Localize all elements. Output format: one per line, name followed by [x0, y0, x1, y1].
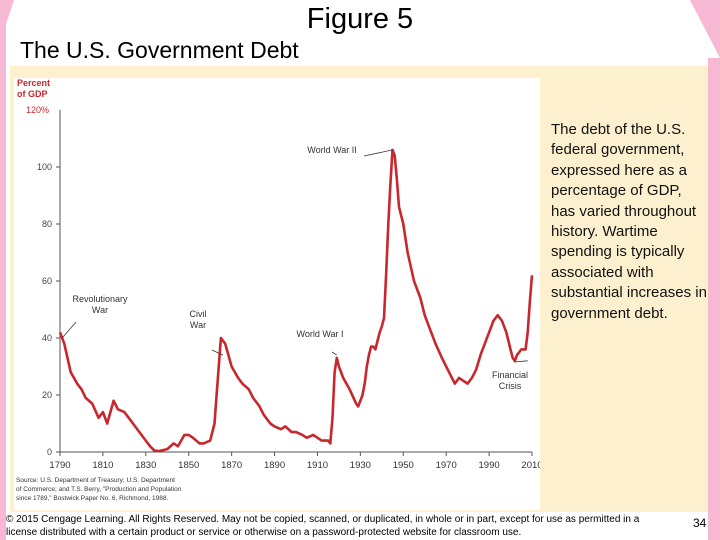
- annotation-label: Revolutionary: [72, 294, 128, 304]
- y-axis-title-line: of GDP: [17, 89, 48, 99]
- annotation-label: Civil: [190, 309, 207, 319]
- x-tick-label: 1910: [307, 460, 328, 471]
- slide-title: Figure 5: [306, 3, 414, 35]
- x-tick-label: 1790: [49, 460, 70, 471]
- x-tick-label: 1930: [350, 460, 371, 471]
- annotation-leader-line: [61, 321, 77, 339]
- annotation-leader-line: [363, 149, 393, 157]
- annotation-label: Financial: [492, 370, 528, 380]
- y-axis-title-line: Percent: [17, 78, 50, 88]
- annotation-label: War: [92, 305, 108, 315]
- annotation-leader-line: [513, 360, 528, 363]
- y-tick-label: 40: [42, 333, 52, 343]
- x-tick-label: 1850: [178, 460, 199, 471]
- source-note-line: since 1789," Bostwick Paper No. 6, Richm…: [16, 495, 168, 502]
- source-note-line: Source: U.S. Department of Treasury; U.S…: [16, 477, 175, 484]
- left-accent-bar: [0, 0, 6, 540]
- page-number: 34: [693, 516, 707, 530]
- annotation-label: World War I: [296, 329, 343, 339]
- y-tick-label: 60: [42, 276, 52, 286]
- x-tick-label: 2010: [521, 460, 540, 471]
- annotation-label: War: [190, 320, 206, 330]
- x-tick-label: 1950: [393, 460, 414, 471]
- copyright-footer: © 2015 Cengage Learning. All Rights Rese…: [6, 514, 640, 538]
- y-tick-label: 100: [37, 162, 52, 172]
- x-tick-label: 1990: [479, 460, 500, 471]
- y-tick-label: 80: [42, 219, 52, 229]
- x-tick-label: 1810: [92, 460, 113, 471]
- annotation-label: Crisis: [499, 381, 522, 391]
- debt-series-line: [58, 148, 534, 453]
- x-tick-label: 1830: [135, 460, 156, 471]
- x-tick-label: 1890: [264, 460, 285, 471]
- annotation-leader-line: [211, 349, 224, 356]
- y-tick-label: 0: [47, 447, 52, 457]
- x-tick-label: 1870: [221, 460, 242, 471]
- annotation-label: World War II: [307, 145, 357, 155]
- source-note-line: of Commerce; and T.S. Berry, "Production…: [16, 486, 182, 493]
- right-accent-bar: [708, 58, 720, 540]
- y-top-tick-label: 120%: [26, 105, 49, 115]
- x-tick-label: 1970: [436, 460, 457, 471]
- chart-area: 0 20 40 60 80 100 120% Percent of GDP 1790 1810 183…: [14, 78, 543, 510]
- slide-subtitle: The U.S. Government Debt: [20, 37, 299, 63]
- y-tick-label: 20: [42, 390, 52, 400]
- figure-description: The debt of the U.S. federal government,…: [551, 121, 707, 322]
- annotation-leader-line: [331, 351, 337, 356]
